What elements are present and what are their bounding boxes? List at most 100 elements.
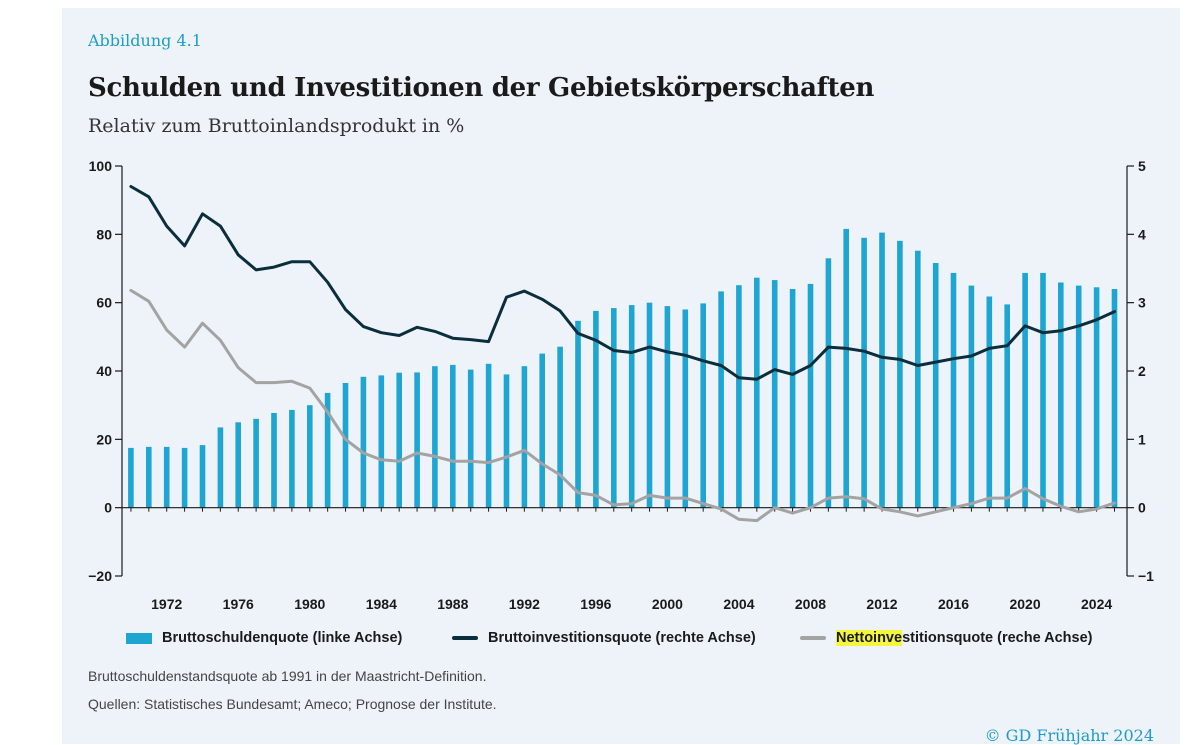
debt-bar <box>1022 272 1028 508</box>
debt-bar <box>861 237 867 508</box>
debt-bar <box>611 308 617 508</box>
debt-bar <box>467 369 474 508</box>
debt-bar <box>628 305 635 508</box>
legend-label-gross: Bruttoinvestitionsquote (rechte Achse) <box>488 630 756 646</box>
debt-bar <box>146 446 152 508</box>
debt-bar <box>396 372 402 508</box>
chart-title: Schulden und Investitionen der Gebietskö… <box>88 73 875 103</box>
debt-bar <box>807 283 814 508</box>
debt-bar <box>1040 272 1046 508</box>
debt-bar <box>968 285 975 508</box>
x-tick-label: 2000 <box>652 596 683 612</box>
debt-bar <box>575 320 581 508</box>
debt-bar <box>557 346 563 508</box>
legend-item-gross: Bruttoinvestitionsquote (rechte Achse) <box>452 630 756 646</box>
right-tick-label: −1 <box>1138 568 1154 584</box>
debt-bar <box>825 258 832 508</box>
debt-bar <box>307 405 313 508</box>
debt-bar <box>539 353 545 508</box>
x-tick-label: 1984 <box>366 596 397 612</box>
legend-item-net: Nettoinvestitionsquote (reche Achse) <box>800 630 1093 646</box>
debt-bar <box>1075 285 1082 508</box>
legend-label-net-highlight: Nettoinve <box>836 630 903 646</box>
debt-bar <box>414 372 420 508</box>
x-tick-label: 2008 <box>795 596 826 612</box>
debt-bar <box>450 364 456 508</box>
debt-bar <box>789 289 796 508</box>
left-tick-label: −20 <box>88 568 112 584</box>
debt-bar <box>879 232 885 508</box>
left-tick-label: 40 <box>96 363 112 379</box>
legend-swatch-bar <box>126 632 152 644</box>
legend-swatch-net <box>800 636 826 640</box>
right-tick-label: 4 <box>1138 226 1146 242</box>
figure-label: Abbildung 4.1 <box>88 31 202 50</box>
debt-bar <box>378 375 385 508</box>
debt-bar <box>253 418 259 508</box>
right-tick-label: 3 <box>1138 295 1146 311</box>
x-tick-label: 2020 <box>1009 596 1040 612</box>
debt-bar <box>754 277 760 508</box>
debt-bar <box>986 296 993 508</box>
footnote: Bruttoschuldenstandsquote ab 1991 in der… <box>88 668 487 684</box>
debt-bar <box>1111 289 1118 508</box>
debt-bar <box>646 302 653 508</box>
debt-bar <box>289 409 295 508</box>
net-investment-line <box>129 288 1116 523</box>
axes: −20 0 20 40 60 80 100 −1 0 1 2 3 4 5 1972 1976 1980 1984 1… <box>88 158 1154 612</box>
debt-bar <box>432 366 438 508</box>
debt-bar <box>1093 287 1100 508</box>
debt-bar <box>342 383 349 508</box>
x-tick-label: 2012 <box>866 596 897 612</box>
legend-swatch-gross <box>452 636 478 640</box>
debt-bar <box>771 280 778 508</box>
right-tick-label: 1 <box>1138 431 1146 447</box>
gross-investment-line <box>129 185 1116 381</box>
debt-bar <box>128 447 134 508</box>
debt-bar <box>521 366 528 508</box>
debt-bar <box>181 447 188 508</box>
debt-bar <box>843 228 849 508</box>
left-tick-label: 0 <box>104 500 112 516</box>
copyright: © GD Frühjahr 2024 <box>984 726 1154 745</box>
debt-bar <box>932 263 939 508</box>
legend: Bruttoschuldenquote (linke Achse) Brutto… <box>0 630 1200 654</box>
bar-series <box>128 228 1118 508</box>
debt-bar <box>664 306 671 508</box>
x-tick-label: 1996 <box>580 596 611 612</box>
legend-label-net-rest: stitionsquote (reche Achse) <box>902 630 1093 646</box>
chart-subtitle: Relativ zum Bruttoinlandsprodukt in % <box>88 115 465 137</box>
debt-bar <box>897 240 903 508</box>
right-tick-label: 0 <box>1138 500 1146 516</box>
debt-bar <box>163 446 170 508</box>
debt-bar <box>1004 304 1010 508</box>
debt-bar <box>324 392 331 508</box>
x-tick-label: 1992 <box>509 596 540 612</box>
debt-bar <box>271 413 277 508</box>
x-tick-label: 1972 <box>151 596 182 612</box>
debt-bar <box>235 422 241 508</box>
x-tick-label: 2016 <box>938 596 969 612</box>
debt-bar <box>700 303 706 508</box>
debt-bar <box>503 374 510 508</box>
debt-bar <box>915 250 921 508</box>
x-tick-label: 1976 <box>223 596 254 612</box>
debt-bar <box>485 363 492 508</box>
debt-bar <box>217 427 224 508</box>
left-tick-label: 80 <box>96 226 112 242</box>
debt-bar <box>718 291 724 508</box>
legend-label-debt: Bruttoschuldenquote (linke Achse) <box>162 630 403 646</box>
debt-bar <box>736 285 742 508</box>
x-tick-label: 2004 <box>723 596 754 612</box>
line-series <box>129 185 1116 523</box>
sources: Quellen: Statistisches Bundesamt; Ameco;… <box>88 696 497 712</box>
legend-item-debt: Bruttoschuldenquote (linke Achse) <box>126 630 402 646</box>
x-tick-label: 1980 <box>294 596 325 612</box>
left-tick-label: 100 <box>89 158 113 174</box>
debt-bar <box>360 376 367 508</box>
legend-label-net: Nettoinvestitionsquote (reche Achse) <box>836 630 1093 646</box>
right-tick-label: 5 <box>1138 158 1146 174</box>
right-tick-label: 2 <box>1138 363 1146 379</box>
debt-bar <box>1058 282 1064 508</box>
